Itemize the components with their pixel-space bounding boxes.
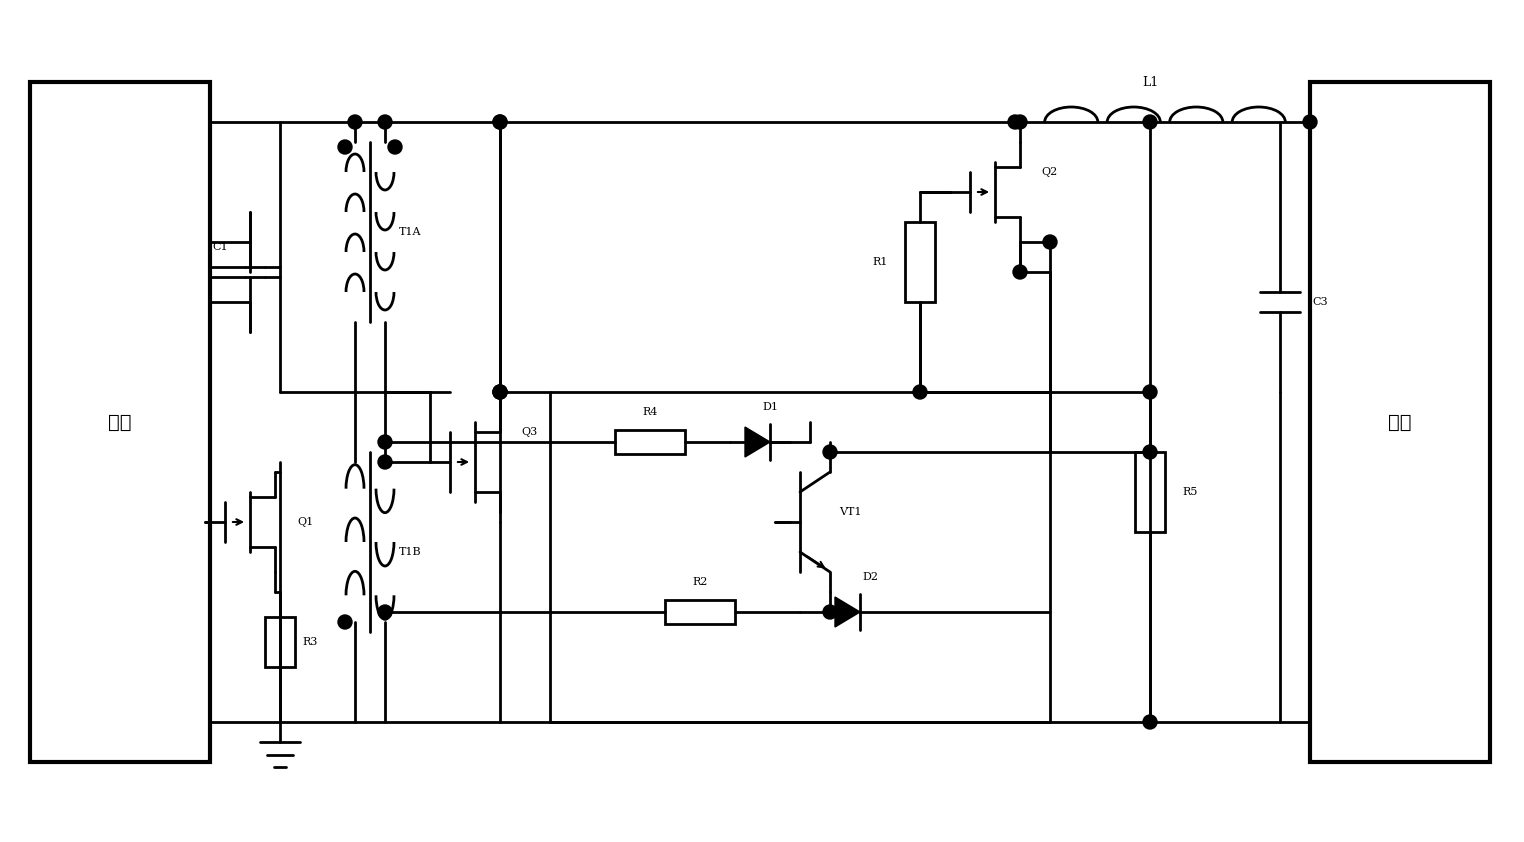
Text: C3: C3: [1312, 297, 1327, 307]
Text: D1: D1: [762, 402, 777, 412]
Polygon shape: [745, 427, 770, 457]
Circle shape: [492, 385, 507, 399]
Text: 输入: 输入: [108, 413, 131, 431]
Text: T1B: T1B: [399, 547, 421, 557]
Circle shape: [1013, 115, 1027, 129]
Circle shape: [1042, 235, 1058, 249]
Bar: [905, 222, 936, 302]
Circle shape: [1143, 385, 1157, 399]
Text: T1A: T1A: [399, 227, 421, 237]
Text: R1: R1: [872, 257, 887, 267]
Circle shape: [492, 115, 507, 129]
Text: VT1: VT1: [838, 507, 861, 517]
Circle shape: [823, 605, 837, 619]
Bar: [265, 617, 296, 667]
Circle shape: [347, 115, 363, 129]
Bar: [1311, 82, 1490, 762]
Circle shape: [492, 385, 507, 399]
Circle shape: [378, 605, 392, 619]
Circle shape: [913, 385, 927, 399]
Text: Q1: Q1: [297, 517, 312, 527]
Bar: [30, 82, 210, 762]
Text: R2: R2: [692, 577, 707, 587]
Circle shape: [1007, 115, 1023, 129]
Circle shape: [492, 385, 507, 399]
Circle shape: [378, 435, 392, 449]
Text: R5: R5: [1183, 487, 1198, 497]
Circle shape: [378, 455, 392, 469]
Circle shape: [492, 115, 507, 129]
Text: L1: L1: [1141, 76, 1158, 88]
Circle shape: [1143, 115, 1157, 129]
Text: D2: D2: [863, 572, 878, 582]
Text: Q2: Q2: [1042, 167, 1058, 177]
Circle shape: [1013, 265, 1027, 279]
Circle shape: [1303, 115, 1317, 129]
Polygon shape: [835, 597, 860, 627]
Text: Q3: Q3: [521, 427, 538, 437]
Circle shape: [338, 140, 352, 154]
Bar: [1135, 452, 1164, 532]
Circle shape: [338, 615, 352, 629]
Circle shape: [823, 445, 837, 459]
Circle shape: [1143, 445, 1157, 459]
Text: 输出: 输出: [1388, 413, 1411, 431]
Text: R4: R4: [642, 407, 658, 417]
Bar: [664, 600, 735, 624]
Text: R3: R3: [302, 637, 317, 647]
Circle shape: [378, 115, 392, 129]
Circle shape: [389, 140, 402, 154]
Text: C1: C1: [212, 242, 227, 252]
Bar: [616, 430, 684, 454]
Circle shape: [1143, 715, 1157, 729]
